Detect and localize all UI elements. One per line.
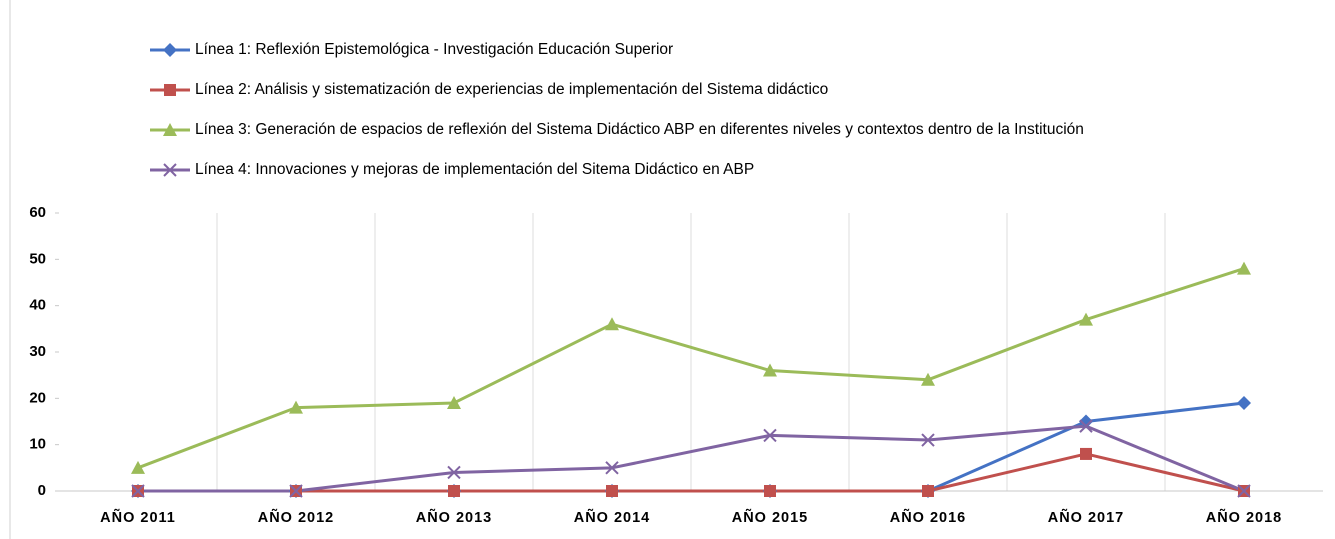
legend-marker bbox=[163, 43, 177, 57]
legend-marker bbox=[163, 123, 177, 136]
x-tick-label: AÑO 2011 bbox=[100, 508, 176, 526]
point-marker bbox=[1079, 414, 1093, 429]
y-tick-label: 30 bbox=[29, 343, 46, 360]
series-line bbox=[138, 452, 1245, 493]
point-marker bbox=[131, 460, 145, 474]
y-tick-label: 0 bbox=[38, 482, 46, 499]
point-marker bbox=[448, 485, 460, 497]
x-tick-label: AÑO 2014 bbox=[574, 508, 651, 526]
point-marker bbox=[1237, 484, 1251, 498]
y-tick-label: 60 bbox=[29, 204, 46, 221]
point-marker bbox=[447, 395, 461, 409]
legend-label: Línea 4: Innovaciones y mejoras de imple… bbox=[195, 161, 754, 178]
point-marker bbox=[1079, 312, 1093, 326]
point-marker bbox=[289, 484, 303, 498]
point-marker bbox=[289, 400, 303, 414]
point-marker bbox=[447, 465, 461, 480]
x-tick-label: AÑO 2012 bbox=[258, 508, 335, 526]
legend-marker bbox=[164, 84, 176, 96]
point-marker bbox=[921, 372, 935, 386]
point-marker bbox=[764, 485, 776, 497]
point-marker bbox=[605, 317, 619, 331]
x-tick-label: AÑO 2018 bbox=[1206, 508, 1283, 526]
legend-label: Línea 1: Reflexión Epistemológica - Inve… bbox=[195, 41, 673, 58]
point-marker bbox=[605, 461, 619, 475]
point-marker bbox=[1079, 419, 1093, 433]
x-tick-label: AÑO 2013 bbox=[416, 508, 493, 526]
y-tick-label: 50 bbox=[29, 250, 46, 267]
legend-label: Línea 2: Análisis y sistematización de e… bbox=[195, 81, 828, 98]
point-marker bbox=[763, 428, 777, 443]
x-tick-label: AÑO 2017 bbox=[1048, 508, 1125, 526]
point-marker bbox=[763, 363, 777, 377]
legend-marker bbox=[163, 163, 177, 177]
point-marker bbox=[921, 433, 935, 447]
point-marker bbox=[606, 485, 618, 497]
y-tick-label: 40 bbox=[29, 297, 46, 314]
x-tick-label: AÑO 2016 bbox=[890, 508, 967, 526]
point-marker bbox=[1237, 395, 1251, 410]
y-tick-label: 20 bbox=[29, 389, 46, 406]
point-marker bbox=[131, 484, 145, 498]
point-marker bbox=[1080, 447, 1092, 460]
point-marker bbox=[922, 485, 934, 497]
point-marker bbox=[1237, 261, 1251, 275]
y-tick-label: 10 bbox=[29, 436, 46, 453]
legend-label: Línea 3: Generación de espacios de refle… bbox=[195, 121, 1084, 138]
series-line bbox=[138, 424, 1245, 493]
series-line bbox=[137, 267, 1245, 470]
x-tick-label: AÑO 2015 bbox=[732, 508, 809, 526]
